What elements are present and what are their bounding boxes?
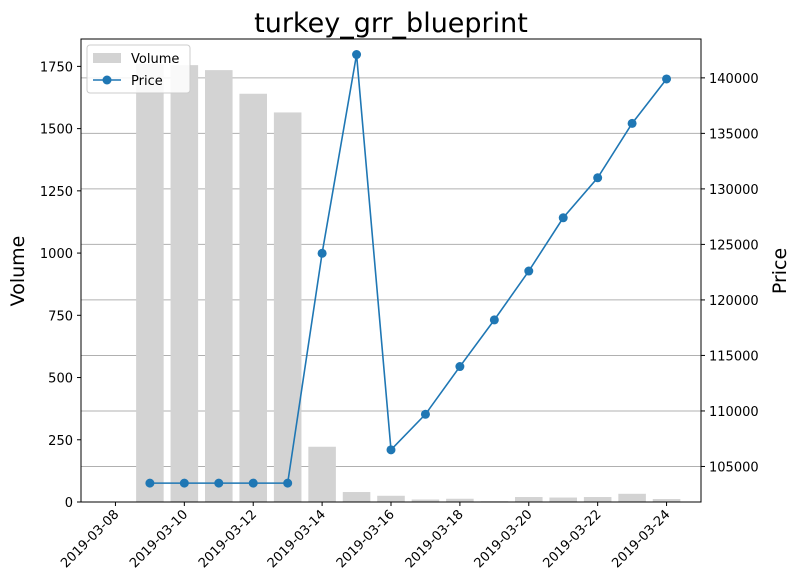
price-line-layer bbox=[145, 50, 672, 488]
price-marker bbox=[386, 445, 396, 455]
chart-title: turkey_grr_blueprint bbox=[254, 8, 528, 39]
price-marker bbox=[420, 409, 430, 419]
y-tick-label: 1000 bbox=[40, 247, 73, 262]
price-marker bbox=[524, 266, 534, 276]
legend: Volume Price bbox=[86, 44, 191, 94]
price-marker bbox=[352, 50, 362, 60]
volume-bar bbox=[273, 112, 302, 502]
y2-tick-label: 115000 bbox=[709, 349, 759, 364]
price-marker bbox=[145, 478, 155, 488]
volume-bar bbox=[652, 499, 681, 502]
volume-bar bbox=[618, 493, 646, 502]
y-tick-label: 750 bbox=[48, 309, 73, 324]
y-tick-label: 1500 bbox=[40, 123, 73, 138]
volume-bar bbox=[170, 65, 199, 503]
price-line bbox=[149, 54, 668, 484]
y2-tick-label: 125000 bbox=[709, 238, 759, 253]
y-tick-label: 250 bbox=[48, 434, 73, 449]
price-marker bbox=[317, 248, 327, 258]
y-tick-label: 1250 bbox=[40, 185, 73, 200]
price-marker bbox=[214, 478, 224, 488]
y2-tick-label: 130000 bbox=[709, 183, 759, 198]
price-marker bbox=[489, 315, 499, 325]
price-marker bbox=[283, 478, 293, 488]
volume-bar bbox=[549, 497, 577, 502]
price-marker bbox=[662, 74, 672, 84]
legend-label-price: Price bbox=[131, 74, 163, 89]
legend-swatch-price-marker bbox=[102, 75, 112, 85]
y2-tick-label: 120000 bbox=[709, 294, 759, 309]
price-marker bbox=[593, 173, 603, 183]
y-tick-label: 500 bbox=[48, 372, 73, 387]
y2-axis-label: Price bbox=[769, 248, 791, 294]
volume-bar bbox=[411, 499, 440, 502]
y-tick-label: 0 bbox=[65, 496, 73, 511]
volume-bar bbox=[583, 497, 612, 502]
volume-bars bbox=[136, 63, 681, 503]
price-marker bbox=[627, 118, 637, 128]
y2-tick-label: 105000 bbox=[709, 460, 759, 475]
volume-bar bbox=[515, 497, 543, 502]
legend-swatch-volume bbox=[93, 53, 121, 63]
y-axis-label: Volume bbox=[7, 236, 29, 307]
volume-bar bbox=[136, 63, 164, 503]
volume-bar bbox=[308, 446, 336, 502]
legend-label-volume: Volume bbox=[131, 52, 179, 67]
y2-tick-label: 135000 bbox=[709, 127, 759, 142]
y2-tick-label: 110000 bbox=[709, 405, 759, 420]
price-marker bbox=[455, 362, 465, 372]
y-tick-label: 1750 bbox=[40, 60, 73, 75]
volume-bar bbox=[205, 70, 233, 502]
y2-tick-label: 140000 bbox=[709, 72, 759, 87]
volume-bar bbox=[446, 498, 474, 502]
price-marker bbox=[558, 213, 568, 223]
volume-bar bbox=[239, 93, 267, 503]
volume-bar bbox=[342, 492, 371, 502]
price-marker bbox=[179, 478, 189, 488]
price-marker bbox=[248, 478, 258, 488]
volume-bar bbox=[377, 495, 405, 502]
